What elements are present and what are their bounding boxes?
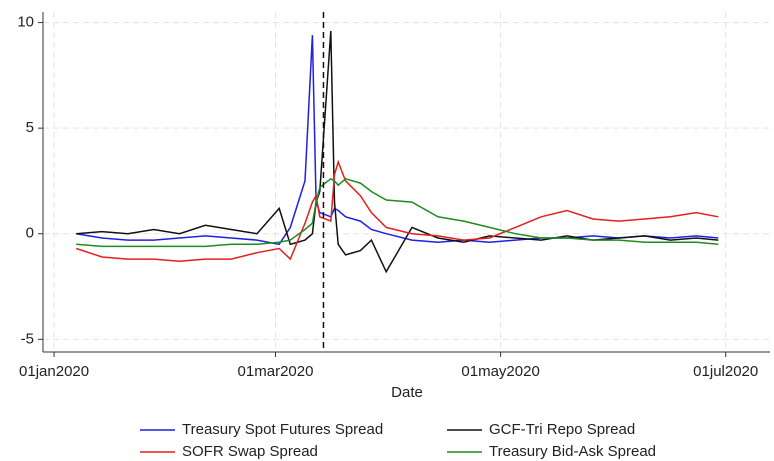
series-line xyxy=(76,35,719,246)
x-tick-label: 01mar2020 xyxy=(238,363,314,380)
x-tick-label: 01may2020 xyxy=(461,363,539,380)
y-tick-label: -5 xyxy=(21,330,34,347)
x-tick-label: 01jan2020 xyxy=(19,363,89,380)
series-line xyxy=(76,177,719,248)
y-tick-label: 0 xyxy=(26,225,34,242)
x-axis-label: Date xyxy=(391,384,423,401)
series-line xyxy=(75,159,719,262)
x-tick-label: 01jul2020 xyxy=(693,363,758,380)
legend-label: Treasury Spot Futures Spread xyxy=(182,421,383,438)
legend-label: Treasury Bid-Ask Spread xyxy=(489,443,656,460)
legend-label: SOFR Swap Spread xyxy=(182,443,318,460)
y-tick-label: 10 xyxy=(17,14,34,31)
y-tick-label: 5 xyxy=(26,119,34,136)
series-line xyxy=(76,30,719,274)
legend-label: GCF-Tri Repo Spread xyxy=(489,421,635,438)
